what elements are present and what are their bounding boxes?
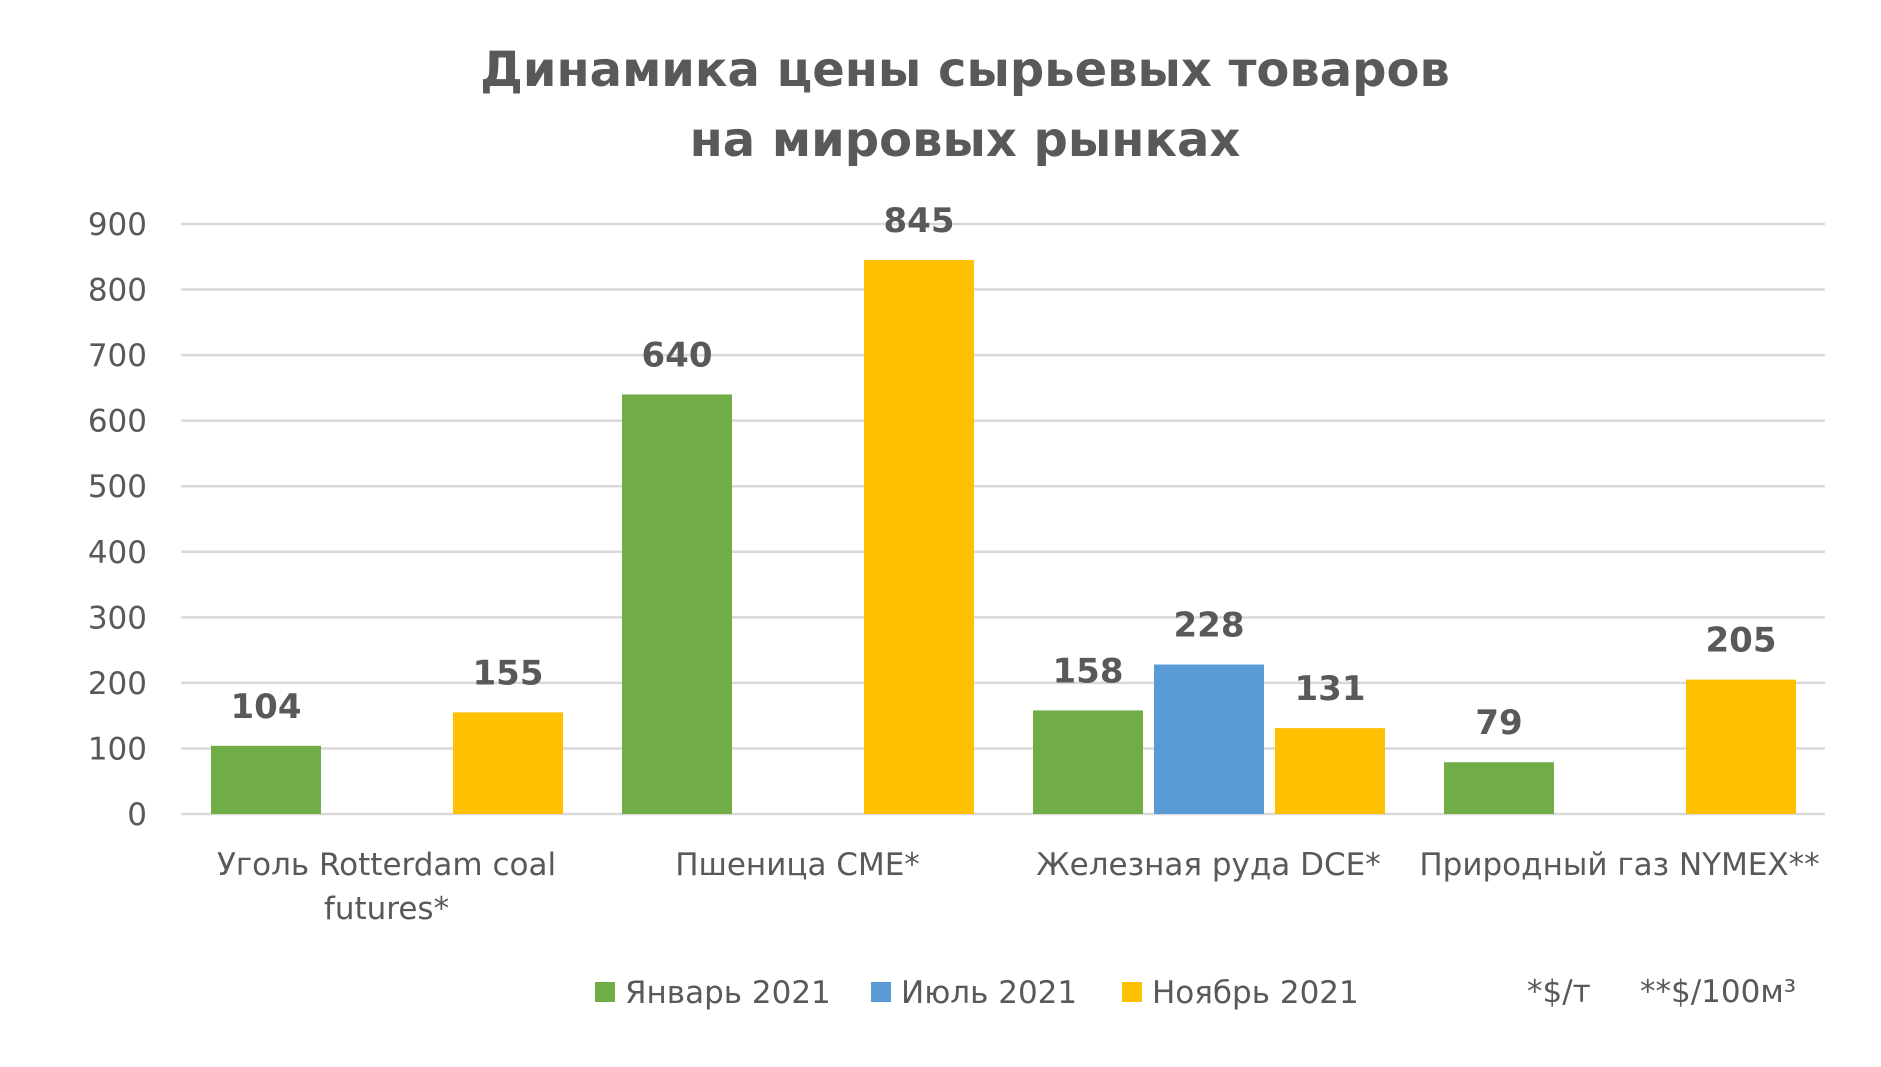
legend: Январь 2021 Июль 2021 Ноябрь 2021 [595, 975, 1359, 1011]
y-tick-label: 400 [88, 535, 147, 571]
bar [1275, 728, 1385, 814]
data-labels: 104 155 640 845 158 228 131 79 205 [231, 201, 1777, 743]
y-tick-label: 100 [88, 731, 147, 767]
bars [211, 260, 1796, 814]
data-label: 205 [1706, 621, 1777, 661]
x-category-label: Природный газ NYMEX** [1419, 847, 1819, 883]
y-tick-label: 500 [88, 469, 147, 505]
data-label: 228 [1174, 606, 1245, 646]
data-label: 155 [473, 653, 544, 693]
bar [211, 745, 321, 814]
y-tick-label: 600 [88, 404, 147, 440]
gridlines [181, 222, 1825, 816]
unit-note-tons: *$/т [1527, 974, 1591, 1010]
legend-swatch [1122, 982, 1142, 1002]
x-category-label: futures* [324, 891, 449, 927]
unit-note-gas: **$/100м³ [1640, 974, 1796, 1010]
chart-title-line-1: Динамика цены сырьевых товаров [480, 42, 1450, 98]
chart-title-line-2: на мировых рынках [690, 112, 1241, 168]
y-tick-label: 900 [88, 207, 147, 243]
y-tick-label: 200 [88, 666, 147, 702]
data-label: 131 [1295, 669, 1366, 709]
y-tick-label: 800 [88, 273, 147, 309]
bar [1154, 664, 1264, 814]
bar [1444, 762, 1554, 814]
data-label: 104 [231, 687, 302, 727]
y-tick-label: 300 [88, 600, 147, 636]
bar [453, 712, 563, 814]
x-category-label: Уголь Rotterdam coal [217, 847, 556, 883]
bar [1033, 710, 1143, 814]
legend-label: Июль 2021 [901, 975, 1077, 1011]
y-axis-ticks: 0 100 200 300 400 500 600 700 800 900 [88, 207, 147, 833]
bar [864, 260, 974, 814]
data-label: 79 [1475, 703, 1522, 743]
bar [622, 394, 732, 814]
legend-label: Ноябрь 2021 [1152, 975, 1359, 1011]
y-tick-label: 700 [88, 338, 147, 374]
y-tick-label: 0 [127, 797, 147, 833]
x-category-label: Пшеница CME* [675, 847, 920, 883]
legend-swatch [871, 982, 891, 1002]
bar [1686, 679, 1796, 814]
data-label: 158 [1053, 651, 1124, 691]
x-axis-categories: Уголь Rotterdam coal futures* Пшеница CME*… [217, 847, 1820, 927]
x-category-label: Железная руда DCE* [1036, 847, 1381, 883]
data-label: 640 [642, 335, 713, 375]
legend-label: Январь 2021 [625, 975, 831, 1011]
data-label: 845 [884, 201, 955, 241]
legend-swatch [595, 982, 615, 1002]
